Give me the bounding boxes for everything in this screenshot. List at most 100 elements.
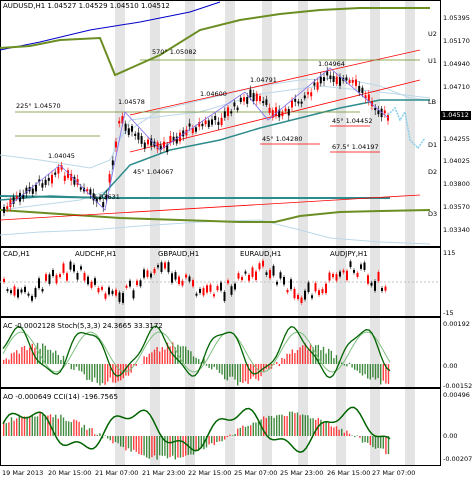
candle-body <box>319 76 322 84</box>
candle-body <box>41 183 44 188</box>
mini-candle-body <box>59 274 61 278</box>
ao-histogram-bar <box>130 436 132 452</box>
candle-body <box>230 111 233 114</box>
candle-body <box>233 102 236 107</box>
ac-histogram-bar <box>239 364 241 383</box>
mini-candle-body <box>160 262 163 272</box>
mini-candle-body <box>157 265 159 268</box>
ac-histogram-bar <box>153 349 156 364</box>
candle-body <box>291 100 293 108</box>
ac-histogram-bar <box>75 364 78 367</box>
ao-histogram-bar <box>338 429 340 436</box>
ao-histogram-bar <box>268 415 270 436</box>
ao-histogram-bar <box>302 414 304 436</box>
mini-candle-body <box>265 272 268 275</box>
ao-histogram-bar <box>276 415 278 436</box>
ao-histogram-bar <box>369 436 371 446</box>
candle-body <box>140 136 143 144</box>
price-axis-label: 1.04025 <box>443 157 470 165</box>
ac-histogram-bar <box>356 364 358 371</box>
channel-base <box>0 194 421 221</box>
ao-histogram-bar <box>250 425 252 436</box>
candle-body <box>92 193 95 201</box>
ao-histogram-bar <box>354 436 356 438</box>
time-axis-label: 20 Mar 15:00 <box>48 469 92 477</box>
ao-histogram-bar <box>320 419 322 436</box>
time-axis-label: 19 Mar 2013 <box>2 469 44 477</box>
ac-histogram-bar <box>247 364 249 384</box>
mini-candle-body <box>20 289 23 293</box>
ao-histogram-bar <box>39 411 41 436</box>
annotation-label: 570° 1.05082 <box>152 48 197 56</box>
session-stripe <box>225 1 235 246</box>
ao-histogram-bar <box>57 418 59 436</box>
mini-candle-body <box>13 286 16 296</box>
candle-body <box>217 121 220 126</box>
ac-histogram-bar <box>304 343 306 364</box>
ac-stoch-title: AC -0.0002128 Stoch(5,3,3) 24.3665 33.31… <box>3 322 163 330</box>
mini-candle-body <box>332 273 334 278</box>
ac-histogram-bar <box>307 349 309 364</box>
ao-histogram-bar <box>374 436 377 449</box>
candle-body <box>361 87 364 94</box>
ac-histogram-bar <box>42 343 44 364</box>
candle-body <box>367 94 370 101</box>
ao-histogram-bar <box>16 418 18 436</box>
ac-histogram-bar <box>23 345 26 364</box>
ac-histogram-bar <box>387 364 390 385</box>
ao-histogram-bar <box>135 436 137 452</box>
time-axis-label: 25 Mar 23:00 <box>280 469 324 477</box>
ao-histogram-bar <box>18 416 20 436</box>
ao-histogram-bar <box>13 420 15 436</box>
ac-histogram-bar <box>174 347 176 364</box>
ao-histogram-bar <box>205 436 208 448</box>
annotation-label: 45° 1.04280 <box>262 135 303 143</box>
ao-histogram-bar <box>44 415 46 436</box>
mini-candle-body <box>241 276 243 281</box>
ao-histogram-bar <box>283 416 286 436</box>
ao-histogram-bar <box>70 422 72 436</box>
stoch-signal-line <box>2 331 391 373</box>
envelope-line <box>0 77 431 211</box>
mini-candle-body <box>125 285 128 288</box>
mini-candle-body <box>3 278 5 282</box>
ao-histogram-bar <box>367 436 369 443</box>
price-axis-label: 1.05395 <box>443 14 470 22</box>
ac-histogram-bar <box>242 364 244 384</box>
ao-histogram-bar <box>322 422 325 436</box>
time-axis-label: 21 Mar 23:00 <box>142 469 186 477</box>
ac-histogram-bar <box>281 357 283 364</box>
ac-histogram-bar <box>18 353 20 364</box>
mini-candle-body <box>374 281 376 291</box>
ac-histogram-bar <box>169 346 171 364</box>
mini-candle-body <box>377 272 380 281</box>
candle-body <box>105 194 108 200</box>
mini-candle-body <box>367 275 369 284</box>
level-label-d2: D2 <box>428 168 438 176</box>
candle-body <box>137 132 140 140</box>
candle-body <box>15 196 18 199</box>
candle-body <box>76 179 79 185</box>
ac-histogram-bar <box>117 364 119 382</box>
mini-candle-body <box>62 263 65 273</box>
mini-candle-body <box>195 293 198 296</box>
ao-histogram-bar <box>382 436 384 449</box>
ao-histogram-bar <box>211 436 213 444</box>
mini-candle-body <box>321 289 324 294</box>
support-line <box>0 195 390 199</box>
ao-histogram-bar <box>127 436 130 449</box>
ao-histogram-bar <box>159 436 161 456</box>
ao-histogram-bar <box>330 426 332 436</box>
ao-histogram-bar <box>21 417 23 436</box>
mini-candle-body <box>52 269 54 277</box>
mini-candle-body <box>251 267 254 277</box>
mini-candle-body <box>132 290 135 299</box>
ao-histogram-bar <box>65 420 67 436</box>
ao-axis-label: 0.00 <box>443 432 458 440</box>
ao-histogram-bar <box>260 419 262 436</box>
mini-candle-body <box>80 266 82 270</box>
ac-histogram-bar <box>333 358 335 364</box>
ac-histogram-bar <box>348 362 351 364</box>
ao-histogram-bar <box>361 436 364 443</box>
